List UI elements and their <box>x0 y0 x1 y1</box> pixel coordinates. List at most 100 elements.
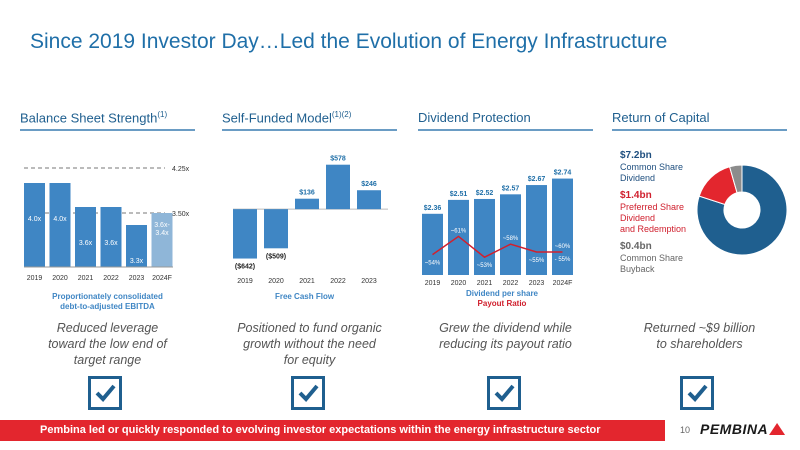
leverage-category-label: 2019 <box>27 275 43 282</box>
leverage-value-label: 4.0x <box>28 216 42 223</box>
self-funded-blurb: Positioned to fund organic growth withou… <box>237 321 382 367</box>
leverage-bar <box>100 207 122 267</box>
dividend-category-label: 2020 <box>451 280 467 285</box>
donut-slice <box>728 164 743 194</box>
balance-check-icon <box>88 376 122 410</box>
leverage-category-label: 2024F <box>152 275 172 282</box>
fcf-category-label: 2020 <box>268 278 284 285</box>
dividend-value-label: $2.74 <box>554 170 572 177</box>
return-of-capital-donut <box>696 164 788 256</box>
leverage-bar <box>24 183 45 267</box>
footer-bar <box>0 420 665 441</box>
dividend-value-label: $2.36 <box>424 205 442 212</box>
page-number: 10 <box>680 425 691 435</box>
fcf-value-label: ($642) <box>235 264 255 271</box>
footer-text: Pembina led or quickly responded to evol… <box>40 424 601 436</box>
leverage-value-label: 3.3x <box>130 258 144 265</box>
dividend-header: Dividend Protection <box>418 110 593 131</box>
dividend-caption: Dividend per share Payout Ratio <box>465 289 539 308</box>
dividend-bar <box>552 178 573 275</box>
return-legend: $7.2bn Common Share Dividend $1.4bn Preferre… <box>620 150 710 281</box>
balance-blurb: Reduced leverage toward the low end of t… <box>48 321 167 367</box>
dividend-category-label: 2023 <box>529 280 545 285</box>
legend-item: $0.4bn Common Share Buyback <box>620 241 710 275</box>
fcf-bar <box>264 209 288 249</box>
dividend-bar <box>500 194 521 275</box>
legend-value: $0.4bn <box>620 241 652 252</box>
dividend-value-label: $2.57 <box>502 185 520 192</box>
payout-ratio-label: ~61% <box>451 228 467 234</box>
return-blurb: Returned ~$9 billion to shareholders <box>643 321 756 351</box>
legend-label: Dividend <box>620 173 656 183</box>
dividend-value-label: $2.51 <box>450 191 468 198</box>
payout-ratio-label: ~55% <box>529 258 545 264</box>
dividend-bar <box>448 199 469 275</box>
fcf-value-label: ($509) <box>266 253 286 260</box>
leverage-bar <box>126 225 147 267</box>
pembina-logo: PEMBINA <box>700 421 786 437</box>
payout-ratio-line <box>432 235 563 259</box>
leverage-value-label: 3.4x <box>155 230 169 237</box>
leverage-category-label: 2021 <box>78 275 94 282</box>
legend-item: $7.2bn Common Share Dividend <box>620 150 710 184</box>
dividend-bar <box>422 213 443 275</box>
legend-value: $1.4bn <box>620 190 652 201</box>
leverage-chart: 4.25x 3.50x 4.0x 2019 4.0x 2020 3.6x 2021 3.6x 20… <box>24 166 190 282</box>
payout-ratio-label: ~53% <box>477 263 493 269</box>
legend-label: Dividend <box>620 213 656 223</box>
leverage-value-label: 3.6x- <box>154 222 170 229</box>
free-cash-flow-chart: ($642) 2019 ($509) 2020 $136 2021 $578 2022 $246… <box>233 156 388 285</box>
fcf-caption: Free Cash Flow <box>274 292 335 301</box>
legend-label: and Redemption <box>620 224 687 234</box>
leverage-bar <box>75 207 96 267</box>
logo-mark-icon <box>769 423 786 435</box>
balance-sheet-panel: Balance Sheet Strength(1) <box>20 110 195 132</box>
self-funded-header: Self-Funded Model(1)(2) <box>222 110 397 132</box>
dividend-value-label: $2.67 <box>528 176 546 183</box>
legend-label: Common Share Buyback <box>620 253 684 274</box>
legend-value: $7.2bn <box>620 150 652 161</box>
leverage-value-label: 3.6x <box>79 240 93 247</box>
slide-title: Since 2019 Investor Day…Led the Evolutio… <box>30 30 668 53</box>
fcf-category-label: 2021 <box>299 278 315 285</box>
leverage-category-label: 2020 <box>52 275 68 282</box>
dividend-bar <box>474 198 495 275</box>
leverage-bar <box>151 213 173 267</box>
fcf-bar <box>357 190 381 210</box>
dividend-category-label: 2024F <box>553 280 573 285</box>
payout-ratio-label: ~54% <box>425 261 441 267</box>
payout-ratio-label: ~58% <box>503 236 519 242</box>
reference-label: 3.50x <box>172 211 190 218</box>
fcf-category-label: 2019 <box>237 278 253 285</box>
dividend-category-label: 2021 <box>477 280 493 285</box>
self-funded-panel: Self-Funded Model(1)(2) <box>222 110 397 132</box>
return-check-icon <box>680 376 714 410</box>
leverage-category-label: 2023 <box>129 275 145 282</box>
fcf-value-label: $136 <box>299 190 315 197</box>
dividend-category-label: 2019 <box>425 280 441 285</box>
leverage-value-label: 4.0x <box>53 216 67 223</box>
leverage-bar <box>49 183 71 267</box>
fcf-category-label: 2022 <box>330 278 346 285</box>
fcf-bar <box>233 209 257 259</box>
fcf-value-label: $246 <box>361 181 377 188</box>
fcf-bar <box>326 164 350 210</box>
return-header: Return of Capital <box>612 110 787 131</box>
payout-ratio-label: ~60% <box>555 244 571 250</box>
fcf-bar <box>295 198 319 210</box>
fcf-category-label: 2023 <box>361 278 377 285</box>
self-funded-check-icon <box>291 376 325 410</box>
fcf-value-label: $578 <box>330 156 346 163</box>
return-panel: Return of Capital <box>612 110 787 131</box>
balance-sheet-header: Balance Sheet Strength(1) <box>20 110 195 132</box>
leverage-category-label: 2022 <box>103 275 119 282</box>
payout-ratio-label: - 55% <box>555 257 571 263</box>
legend-item: $1.4bn Preferred Share Dividend and Redempt… <box>620 190 710 235</box>
dividend-blurb: Grew the dividend while reducing its pay… <box>439 321 572 351</box>
reference-label: 4.25x <box>172 166 190 173</box>
dividend-category-label: 2022 <box>503 280 519 285</box>
legend-label: Preferred Share <box>620 202 685 212</box>
legend-label: Common Share <box>620 162 684 172</box>
dividend-check-icon <box>487 376 521 410</box>
dividend-panel: Dividend Protection <box>418 110 593 131</box>
